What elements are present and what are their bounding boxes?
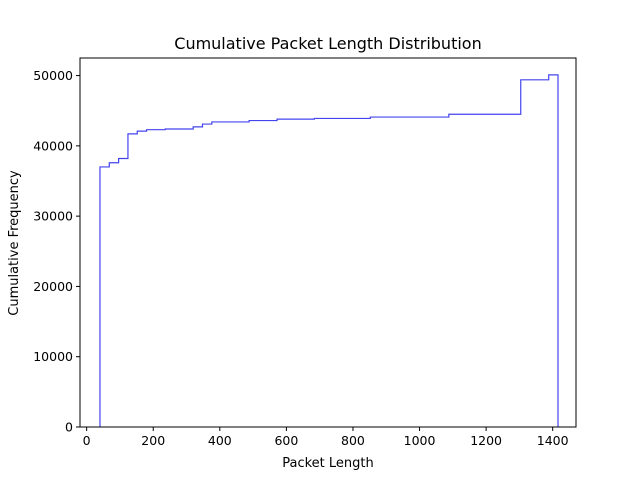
x-tick-label: 1200 [470, 433, 502, 448]
y-axis-label: Cumulative Frequency [7, 170, 22, 316]
y-tick-label: 30000 [33, 209, 73, 224]
y-tick-label: 40000 [33, 138, 73, 153]
x-tick-label: 1400 [537, 433, 569, 448]
axes: 0 200 400 600 800 1000 1200 1400 0 10000 20000 3000… [33, 57, 577, 448]
plot-area [99, 74, 559, 427]
x-tick-label: 200 [141, 433, 165, 448]
chart-title: Cumulative Packet Length Distribution [174, 34, 481, 53]
y-tick-label: 20000 [33, 279, 73, 294]
x-axis-label: Packet Length [282, 456, 374, 471]
x-tick-label: 0 [83, 433, 91, 448]
y-tick-label: 10000 [33, 349, 73, 364]
axes-frame [79, 57, 577, 428]
series-step-line [99, 74, 559, 427]
x-tick-label: 800 [341, 433, 365, 448]
y-tick-label: 50000 [33, 68, 73, 83]
x-tick-label: 1000 [404, 433, 436, 448]
y-tick-label: 0 [65, 420, 73, 435]
x-tick-label: 400 [208, 433, 232, 448]
x-tick-label: 600 [274, 433, 298, 448]
